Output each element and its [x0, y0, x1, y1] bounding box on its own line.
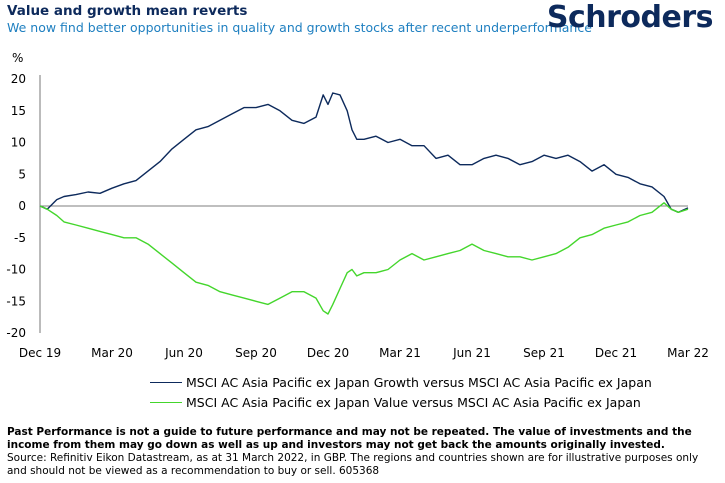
y-tick-label: -5	[14, 231, 26, 245]
schroders-logo: Schroders	[546, 0, 714, 35]
footer-disclaimer: Past Performance is not a guide to futur…	[7, 426, 692, 451]
x-tick-label: Jun 20	[164, 346, 203, 360]
series-line-growth	[39, 92, 689, 214]
x-tick-label: Dec 19	[19, 346, 61, 360]
y-tick-label: -20	[6, 326, 26, 340]
y-tick-label: -10	[6, 263, 26, 277]
x-tick-label: Mar 20	[91, 346, 133, 360]
legend-swatch-growth	[150, 381, 182, 383]
y-axis-unit: %	[12, 51, 24, 65]
y-tick-label: 10	[11, 136, 26, 150]
x-tick-label: Dec 20	[307, 346, 349, 360]
legend-swatch-value	[150, 401, 182, 403]
x-tick-label: Sep 21	[523, 346, 565, 360]
legend-item-value: MSCI AC Asia Pacific ex Japan Value vers…	[150, 392, 652, 412]
y-tick-label: 15	[11, 104, 26, 118]
x-tick-label: Dec 21	[595, 346, 637, 360]
footer: Past Performance is not a guide to futur…	[7, 426, 719, 478]
x-tick-label: Jun 21	[452, 346, 491, 360]
chart-title: Value and growth mean reverts	[7, 3, 248, 19]
series-line-value	[39, 202, 689, 315]
footer-source: Source: Refinitiv Eikon Datastream, as a…	[7, 452, 699, 477]
chart-subtitle: We now find better opportunities in qual…	[7, 20, 592, 35]
y-tick-label: 5	[18, 167, 26, 181]
legend-label-growth: MSCI AC Asia Pacific ex Japan Growth ver…	[186, 374, 652, 390]
x-tick-label: Mar 22	[667, 346, 709, 360]
legend-item-growth: MSCI AC Asia Pacific ex Japan Growth ver…	[150, 372, 652, 392]
x-tick-label: Mar 21	[379, 346, 421, 360]
line-chart: 20 15 10 5 0 -5 -10 -15 -20 Dec 19 Mar 20 Jun 20 Sep…	[6, 72, 709, 360]
x-tick-label: Sep 20	[235, 346, 277, 360]
y-tick-label: 20	[11, 72, 26, 86]
chart-legend: MSCI AC Asia Pacific ex Japan Growth ver…	[150, 372, 652, 412]
y-tick-label: 0	[18, 199, 26, 213]
y-tick-label: -15	[6, 294, 26, 308]
legend-label-value: MSCI AC Asia Pacific ex Japan Value vers…	[186, 394, 641, 410]
